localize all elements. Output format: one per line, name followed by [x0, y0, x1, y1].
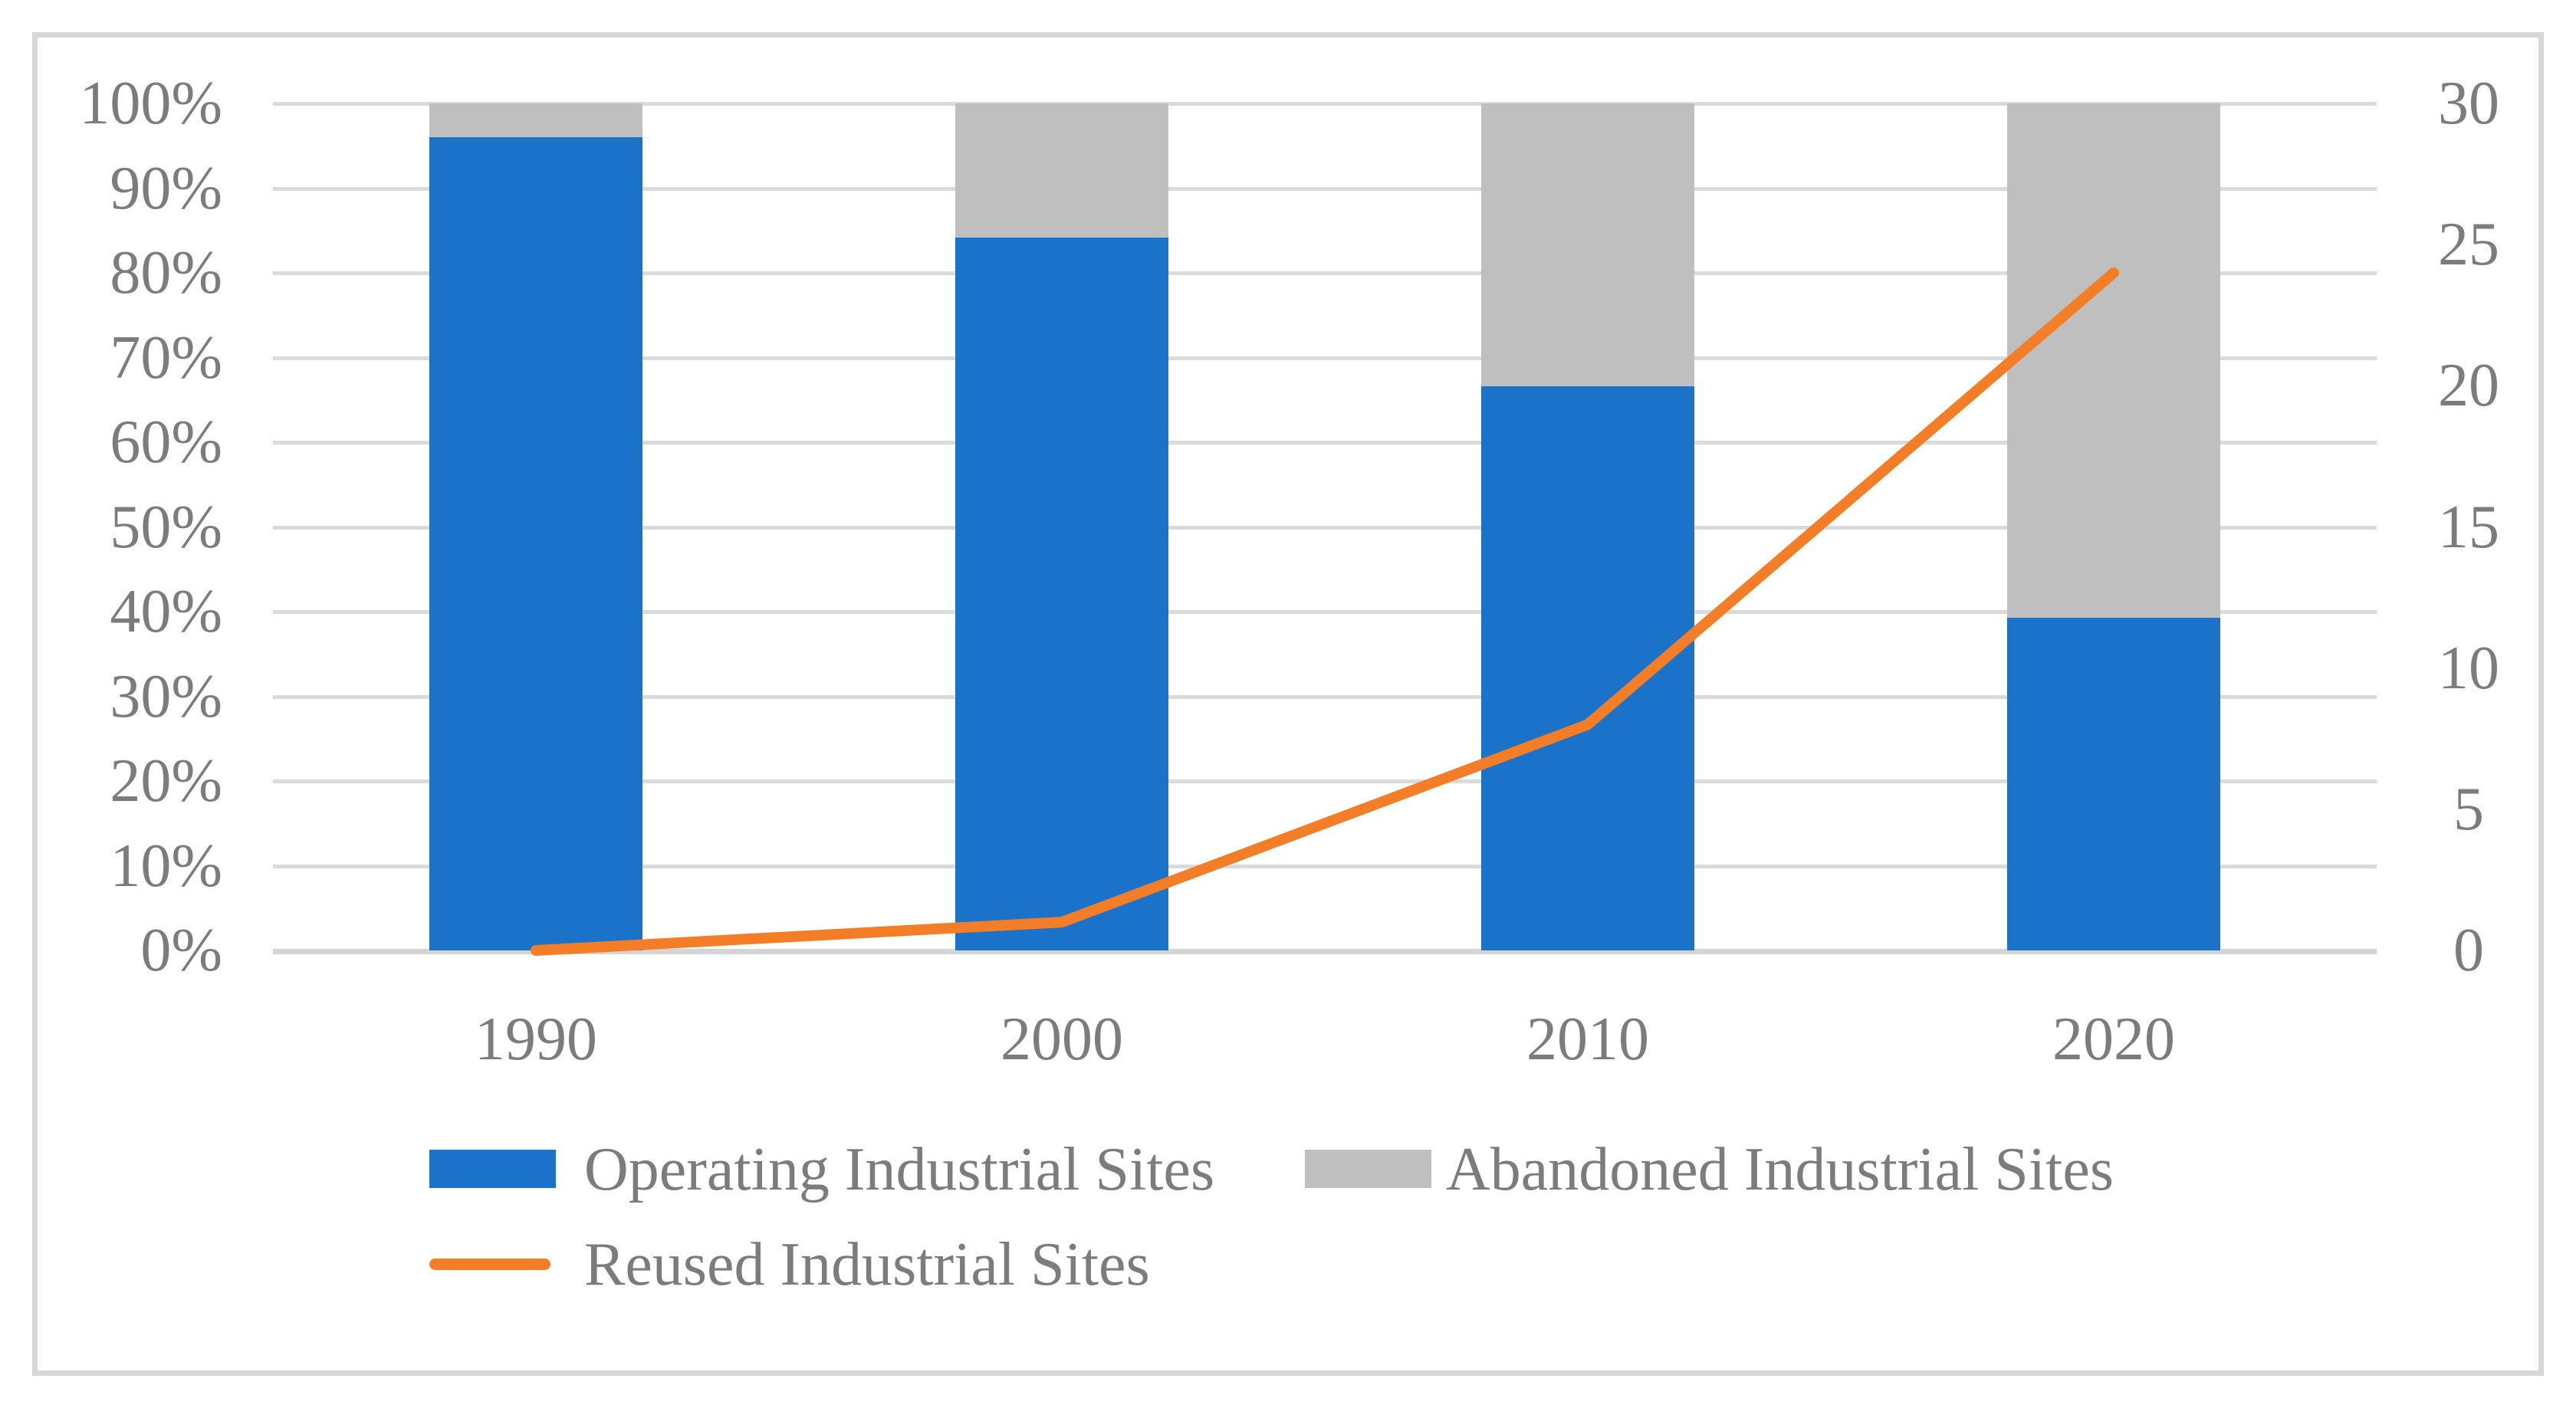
y-axis-label-left: 80% [110, 239, 222, 307]
bar-segment-abandoned [2007, 103, 2220, 618]
y-axis-label-left: 100% [79, 70, 222, 137]
x-axis-label: 2020 [2052, 1006, 2175, 1073]
y-axis-label-right: 5 [2453, 775, 2484, 843]
gridline [273, 186, 2377, 191]
y-axis-label-left: 90% [110, 154, 222, 222]
x-axis-label: 1990 [475, 1006, 597, 1073]
y-axis-label-right: 25 [2438, 211, 2499, 279]
bar-segment-operating [2007, 617, 2220, 950]
x-axis-label: 2000 [1001, 1006, 1123, 1073]
y-axis-label-left: 70% [110, 323, 222, 392]
y-axis-label-right: 30 [2438, 70, 2499, 137]
y-axis-label-right: 0 [2453, 917, 2484, 984]
y-axis-label-left: 60% [110, 409, 222, 476]
y-axis-label-right: 20 [2438, 352, 2499, 420]
y-axis-label-left: 0% [140, 917, 222, 984]
y-axis-label-right: 10 [2438, 634, 2499, 702]
bar-segment-abandoned [1481, 103, 1694, 387]
abandoned-swatch [1305, 1150, 1431, 1188]
gridline [273, 102, 2377, 106]
bar-segment-abandoned [429, 103, 642, 138]
reused-swatch [429, 1259, 550, 1270]
legend-label-operating: Operating Industrial Sites [584, 1136, 1215, 1203]
y-axis-label-left: 50% [110, 493, 222, 561]
bar-segment-abandoned [955, 103, 1168, 238]
y-axis-label-left: 10% [110, 832, 222, 900]
legend-label-abandoned: Abandoned Industrial Sites [1446, 1136, 2114, 1203]
operating-swatch [429, 1150, 556, 1188]
y-axis-label-right: 15 [2438, 493, 2499, 561]
y-axis-label-left: 20% [110, 747, 222, 815]
x-axis-label: 2010 [1526, 1006, 1649, 1073]
y-axis-label-left: 30% [110, 662, 222, 730]
y-axis-label-left: 40% [110, 578, 222, 645]
bar-segment-operating [955, 237, 1168, 950]
legend-label-reused: Reused Industrial Sites [584, 1231, 1150, 1298]
bar-segment-operating [429, 137, 642, 950]
bar-segment-operating [1481, 386, 1694, 950]
